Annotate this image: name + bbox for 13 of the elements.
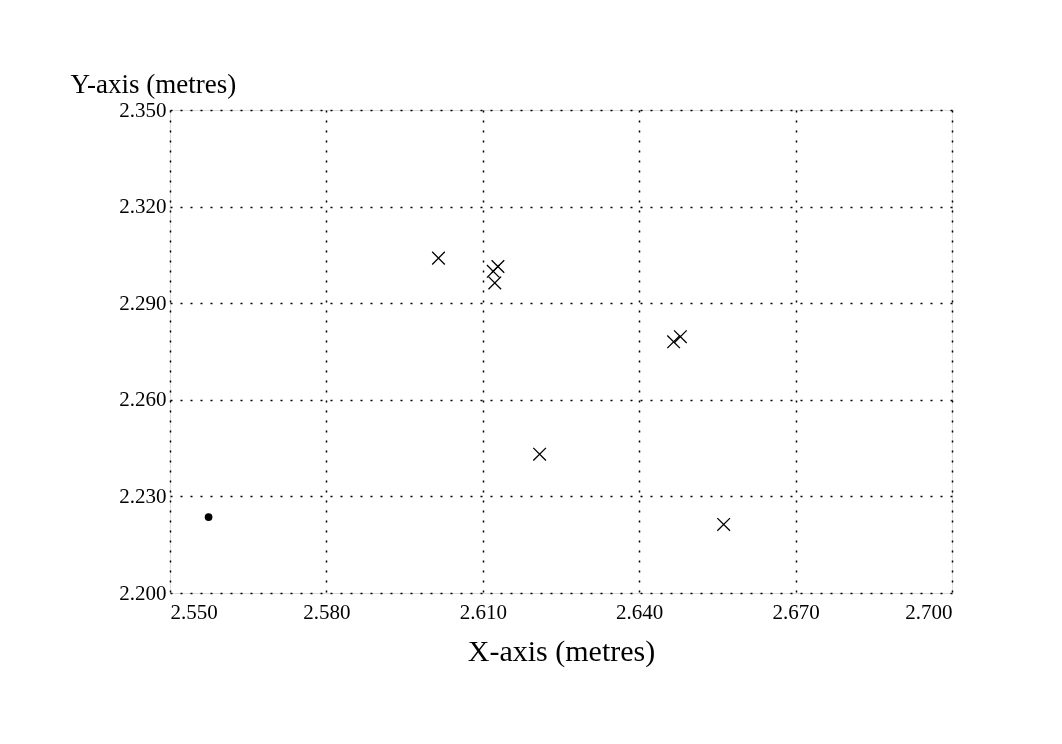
y-tick-label: 2.290 (119, 290, 167, 315)
y-tick-label: 2.320 (119, 194, 167, 219)
x-tick-label: 2.610 (459, 599, 507, 624)
y-tick-label: 2.200 (119, 580, 167, 605)
y-axis-title: Y-axis (metres) (70, 68, 237, 99)
x-axis-title: X-axis (metres) (467, 633, 656, 668)
x-tick-label: 2.640 (616, 599, 664, 624)
x-tick-label: 2.580 (303, 599, 351, 624)
x-tick-label: 2.670 (772, 599, 820, 624)
y-tick-label: 2.260 (119, 387, 167, 412)
x-tick-label: 2.550 (170, 599, 218, 624)
x-tick-label: 2.700 (905, 599, 953, 624)
y-tick-label: 2.230 (119, 483, 167, 508)
